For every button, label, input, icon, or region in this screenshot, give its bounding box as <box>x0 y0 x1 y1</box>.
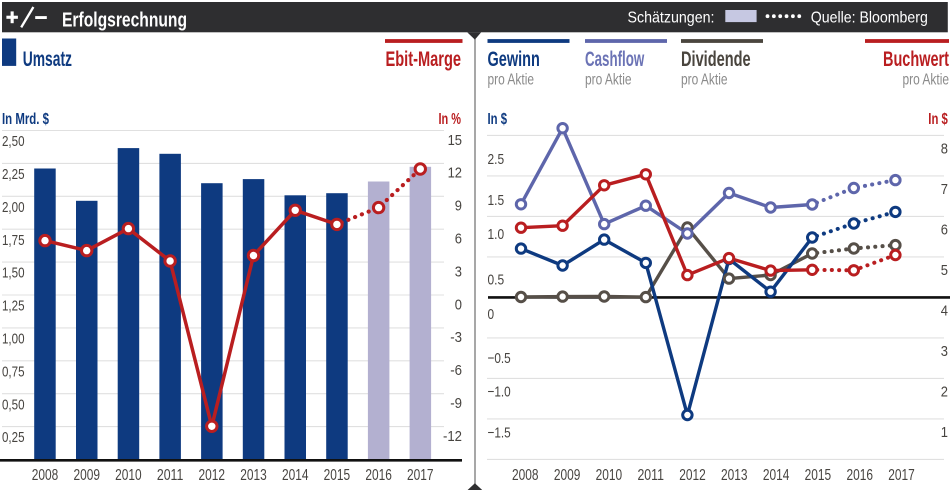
svg-text:0,75: 0,75 <box>2 363 25 380</box>
svg-text:2010: 2010 <box>596 467 623 484</box>
svg-text:12: 12 <box>448 165 462 182</box>
svg-text:2013: 2013 <box>240 467 267 484</box>
svg-text:2,25: 2,25 <box>2 166 25 183</box>
svg-text:1,75: 1,75 <box>2 232 25 249</box>
svg-text:In %: In % <box>439 111 462 128</box>
svg-text:0,50: 0,50 <box>2 396 25 413</box>
svg-text:2013: 2013 <box>721 467 748 484</box>
svg-text:15: 15 <box>448 132 462 149</box>
svg-text:Buchwert: Buchwert <box>883 47 949 71</box>
svg-text:9: 9 <box>455 198 462 215</box>
svg-text:4: 4 <box>941 303 948 320</box>
svg-text:2,50: 2,50 <box>2 133 25 150</box>
svg-text:5: 5 <box>941 262 948 279</box>
svg-text:2017: 2017 <box>407 467 434 484</box>
svg-text:2014: 2014 <box>763 467 790 484</box>
svg-text:2012: 2012 <box>679 467 706 484</box>
svg-text:1.5: 1.5 <box>488 192 505 209</box>
svg-text:3: 3 <box>941 343 948 360</box>
svg-text:-6: -6 <box>450 362 462 379</box>
svg-text:3: 3 <box>455 263 462 280</box>
svg-text:In $: In $ <box>488 111 508 128</box>
svg-text:Schätzungen:: Schätzungen: <box>628 9 715 26</box>
svg-text:Dividende: Dividende <box>681 47 751 71</box>
svg-text:6: 6 <box>941 222 948 239</box>
svg-text:7: 7 <box>941 181 948 198</box>
svg-text:Umsatz: Umsatz <box>23 47 72 71</box>
svg-text:1,25: 1,25 <box>2 298 25 315</box>
svg-text:−1.5: −1.5 <box>488 424 511 441</box>
svg-text:-12: -12 <box>443 428 462 445</box>
svg-text:2009: 2009 <box>73 467 100 484</box>
svg-text:2015: 2015 <box>324 467 351 484</box>
svg-text:2,00: 2,00 <box>2 199 25 216</box>
svg-text:Ebit-Marge: Ebit-Marge <box>386 47 462 71</box>
svg-text:1,50: 1,50 <box>2 265 25 282</box>
svg-text:2010: 2010 <box>115 467 142 484</box>
svg-text:0: 0 <box>488 306 495 323</box>
svg-text:2008: 2008 <box>32 467 59 484</box>
svg-text:pro Aktie: pro Aktie <box>903 72 950 89</box>
svg-text:-3: -3 <box>450 329 462 346</box>
svg-text:2: 2 <box>941 384 948 401</box>
svg-text:pro Aktie: pro Aktie <box>488 72 535 89</box>
svg-text:2017: 2017 <box>888 467 915 484</box>
svg-text:Cashflow: Cashflow <box>585 47 644 71</box>
svg-text:2012: 2012 <box>199 467 226 484</box>
svg-text:2009: 2009 <box>554 467 581 484</box>
svg-text:pro Aktie: pro Aktie <box>681 72 728 89</box>
svg-text:In Mrd. $: In Mrd. $ <box>2 111 49 128</box>
svg-text:0: 0 <box>455 296 462 313</box>
svg-text:2016: 2016 <box>846 467 873 484</box>
svg-text:2014: 2014 <box>282 467 309 484</box>
svg-text:1,00: 1,00 <box>2 331 25 348</box>
svg-text:2015: 2015 <box>805 467 832 484</box>
svg-text:−1.0: −1.0 <box>488 384 511 401</box>
svg-text:1: 1 <box>941 424 948 441</box>
svg-text:In $: In $ <box>928 111 948 128</box>
svg-text:−0.5: −0.5 <box>488 350 511 367</box>
svg-text:2.5: 2.5 <box>488 151 505 168</box>
svg-text:6: 6 <box>455 231 462 248</box>
svg-text:8: 8 <box>941 141 948 158</box>
svg-text:0,25: 0,25 <box>2 429 25 446</box>
svg-text:2008: 2008 <box>512 467 539 484</box>
svg-text:-9: -9 <box>450 395 462 412</box>
svg-text:0.5: 0.5 <box>488 272 505 289</box>
svg-text:1.0: 1.0 <box>488 226 505 243</box>
svg-text:Gewinn: Gewinn <box>488 47 540 71</box>
svg-text:Erfolgsrechnung: Erfolgsrechnung <box>62 9 187 32</box>
svg-text:2011: 2011 <box>637 467 664 484</box>
svg-text:2016: 2016 <box>365 467 392 484</box>
svg-text:2011: 2011 <box>157 467 184 484</box>
svg-text:Quelle: Bloomberg: Quelle: Bloomberg <box>811 9 928 26</box>
svg-text:pro Aktie: pro Aktie <box>585 72 632 89</box>
